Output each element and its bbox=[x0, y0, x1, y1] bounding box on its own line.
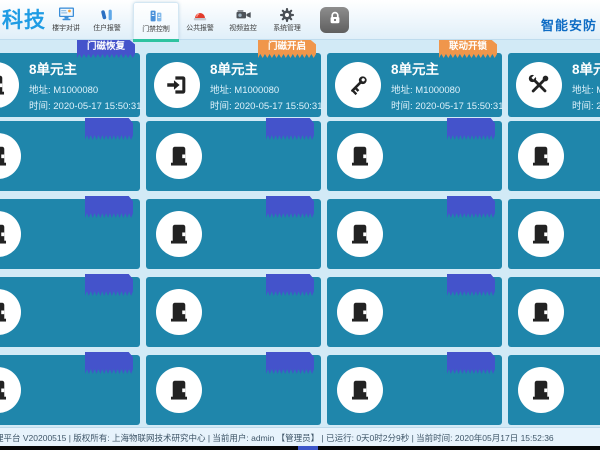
door-icon bbox=[156, 367, 202, 413]
unit-title: 8单元主 bbox=[210, 62, 259, 77]
door-icon bbox=[518, 367, 564, 413]
door-card-badge bbox=[85, 196, 133, 218]
company-logo: 科技 bbox=[2, 9, 46, 32]
resident-alarm-icon bbox=[85, 2, 129, 23]
door-icon bbox=[156, 211, 202, 257]
menu-item-video-monitor[interactable]: 视频监控 bbox=[221, 2, 265, 38]
door-card[interactable] bbox=[0, 196, 140, 269]
door-card-badge bbox=[447, 196, 495, 218]
menu-item-building-intercom[interactable]: 楼宇对讲 bbox=[44, 2, 88, 38]
door-icon bbox=[0, 211, 21, 257]
door-restore-badge: 门磁恢复 bbox=[77, 40, 135, 58]
door-icon bbox=[156, 289, 202, 335]
door-card-badge bbox=[447, 118, 495, 140]
bottom-strip bbox=[0, 446, 600, 450]
unit-address: 地址: M1000080 bbox=[572, 85, 600, 96]
door-icon bbox=[0, 133, 21, 179]
linked-unlock-badge: 联动开锁 bbox=[439, 40, 497, 58]
door-card[interactable] bbox=[146, 274, 321, 347]
event-time: 时间: 2020-05-17 15:50:31 bbox=[29, 101, 142, 112]
door-card-badge bbox=[447, 352, 495, 374]
building-intercom-icon bbox=[44, 2, 88, 23]
door-icon bbox=[518, 289, 564, 335]
door-card[interactable] bbox=[0, 352, 140, 425]
unit-address: 地址: M1000080 bbox=[29, 85, 99, 96]
door-card[interactable] bbox=[0, 274, 140, 347]
event-card[interactable]: 8单元主 地址: M1000080 时间: 2020-05-17 15:50:3… bbox=[508, 53, 600, 117]
unit-address: 地址: M1000080 bbox=[391, 85, 461, 96]
menu-item-access-control[interactable]: 门禁控制 bbox=[133, 2, 179, 42]
unit-title: 8单元主 bbox=[391, 62, 440, 77]
door-card[interactable] bbox=[146, 118, 321, 191]
event-card[interactable]: 门磁开启 8单元主 地址: M1000080 时间: 2020-05-17 15… bbox=[146, 40, 323, 117]
status-bar: 理平台 V20200515 | 版权所有: 上海物联网技术研究中心 | 当前用户… bbox=[0, 427, 600, 446]
door-card-badge bbox=[266, 118, 314, 140]
door-card-badge bbox=[447, 274, 495, 296]
door-icon bbox=[337, 289, 383, 335]
door-icon bbox=[0, 289, 21, 335]
menu-item-resident-alarm[interactable]: 住户报警 bbox=[85, 2, 129, 38]
door-icon bbox=[518, 211, 564, 257]
door-card[interactable] bbox=[327, 352, 502, 425]
door-card-badge bbox=[266, 274, 314, 296]
toolbar: 科技 楼宇对讲 bbox=[0, 0, 600, 42]
door-card-badge bbox=[266, 352, 314, 374]
door-card[interactable] bbox=[508, 121, 600, 191]
event-time: 时间: 2020-05-17 15:50:31 bbox=[210, 101, 323, 112]
door-card[interactable] bbox=[508, 199, 600, 269]
door-card[interactable] bbox=[146, 196, 321, 269]
status-text: 理平台 V20200515 | 版权所有: 上海物联网技术研究中心 | 当前用户… bbox=[0, 433, 554, 443]
lock-button[interactable] bbox=[320, 7, 349, 33]
taskbar-sliver bbox=[298, 446, 318, 450]
door-card-badge bbox=[85, 352, 133, 374]
door-card[interactable] bbox=[327, 118, 502, 191]
door-card[interactable] bbox=[327, 274, 502, 347]
unit-title: 8单元主 bbox=[29, 62, 78, 77]
brand-title: 智能安防 bbox=[540, 18, 597, 33]
event-time: 时间: 2020-05-17 15:50:31 bbox=[572, 101, 600, 112]
menu-item-system-management[interactable]: 系统管理 bbox=[265, 2, 309, 38]
video-monitor-icon bbox=[221, 2, 265, 23]
door-card[interactable] bbox=[508, 355, 600, 425]
unit-title: 8单元主 bbox=[572, 62, 600, 77]
door-open-icon bbox=[154, 62, 200, 108]
system-management-icon bbox=[265, 2, 309, 23]
access-control-icon bbox=[134, 3, 178, 24]
lock-icon bbox=[327, 10, 343, 31]
door-card[interactable] bbox=[146, 352, 321, 425]
key-icon bbox=[335, 62, 381, 108]
door-icon bbox=[0, 367, 21, 413]
unit-address: 地址: M1000080 bbox=[210, 85, 280, 96]
door-icon bbox=[337, 367, 383, 413]
event-card[interactable]: 联动开锁 8单元主 地址: M1000080 时间: 2020-05-17 15… bbox=[327, 40, 504, 117]
door-card-badge bbox=[85, 274, 133, 296]
door-icon bbox=[337, 133, 383, 179]
door-card-badge bbox=[85, 118, 133, 140]
door-open-badge: 门磁开启 bbox=[258, 40, 316, 58]
door-icon bbox=[0, 62, 19, 108]
door-card[interactable] bbox=[0, 118, 140, 191]
event-card[interactable]: 门磁恢复 8单元主 地址: M1000080 时间: 2020-05-17 15… bbox=[0, 40, 142, 117]
door-card[interactable] bbox=[327, 196, 502, 269]
door-card[interactable] bbox=[508, 277, 600, 347]
door-icon bbox=[518, 133, 564, 179]
event-time: 时间: 2020-05-17 15:50:31 bbox=[391, 101, 504, 112]
public-alarm-icon bbox=[178, 2, 222, 23]
tools-icon bbox=[516, 62, 562, 108]
door-card-badge bbox=[266, 196, 314, 218]
menu-item-public-alarm[interactable]: 公共报警 bbox=[178, 2, 222, 38]
door-icon bbox=[337, 211, 383, 257]
door-icon bbox=[156, 133, 202, 179]
